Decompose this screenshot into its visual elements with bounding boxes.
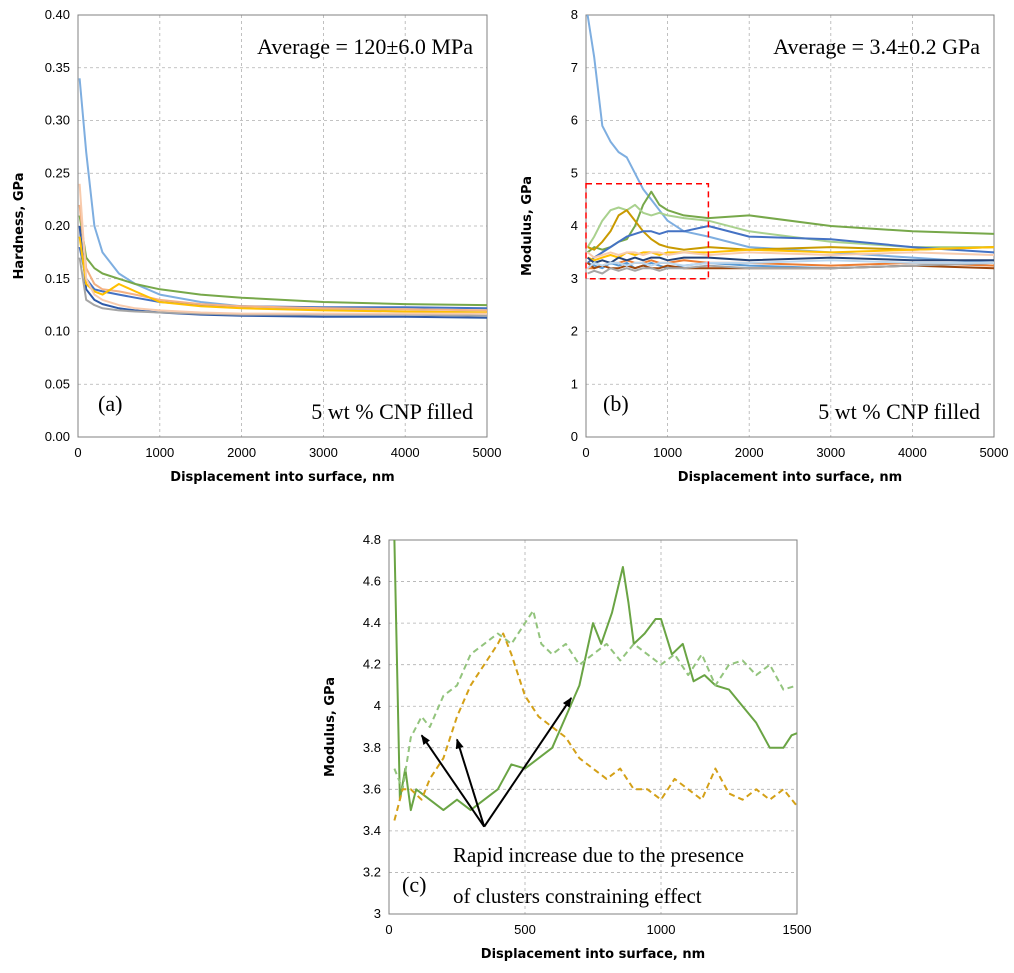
panel-label: (b) <box>603 391 629 416</box>
series-line <box>393 539 798 812</box>
x-tick-label: 0 <box>74 445 81 460</box>
x-tick-label: 2000 <box>227 445 256 460</box>
y-tick-label: 0.35 <box>45 60 70 75</box>
annotation-average: Average = 3.4±0.2 GPa <box>773 34 980 59</box>
annotation-arrow <box>483 697 573 828</box>
x-tick-label: 3000 <box>309 445 338 460</box>
y-tick-label: 0.10 <box>45 324 70 339</box>
y-tick-label: 3.6 <box>363 781 381 796</box>
annotation-arrow <box>420 734 486 828</box>
x-tick-label: 1500 <box>783 922 812 937</box>
y-tick-label: 3.4 <box>363 823 381 838</box>
annotation-arrow <box>455 738 486 828</box>
chart-c: 0 500 1000 1500 3 3.2 3.4 3.6 3.8 4 4.2 4.4 4.6 4.8 Di… <box>323 532 811 962</box>
y-tick-label: 0.15 <box>45 271 70 286</box>
x-tick-label: 0 <box>385 922 392 937</box>
y-tick-label: 6 <box>571 113 578 128</box>
y-tick-label: 1 <box>571 376 578 391</box>
series-line <box>393 632 798 821</box>
series-line <box>78 183 487 315</box>
series-line <box>587 261 995 275</box>
x-axis-label: Displacement into surface, nm <box>481 947 705 962</box>
y-tick-label: 3 <box>571 271 578 286</box>
y-tick-label: 8 <box>571 7 578 22</box>
x-tick-label: 500 <box>514 922 536 937</box>
y-axis-label: Hardness, GPa <box>12 172 27 279</box>
series-line <box>393 609 798 791</box>
x-tick-label: 2000 <box>735 445 764 460</box>
series-line <box>78 246 488 310</box>
x-tick-label: 0 <box>582 445 589 460</box>
panel-label: (c) <box>402 872 426 897</box>
series-line <box>586 251 995 259</box>
x-tick-label: 5000 <box>473 445 502 460</box>
series-line <box>586 256 994 264</box>
plot-frame <box>77 14 488 438</box>
annotation-line-1: Rapid increase due to the presence <box>453 843 744 867</box>
y-tick-label: 0.40 <box>45 7 70 22</box>
y-tick-label: 4 <box>571 218 578 233</box>
y-tick-label: 4.6 <box>363 574 381 589</box>
annotation-average: Average = 120±6.0 MPa <box>257 34 473 59</box>
y-tick-label: 0.25 <box>45 165 70 180</box>
x-axis-label: Displacement into surface, nm <box>170 470 394 485</box>
y-tick-label: 4.8 <box>363 532 381 547</box>
y-tick-label: 7 <box>571 60 578 75</box>
y-tick-label: 3.8 <box>363 740 381 755</box>
series-line <box>78 215 488 307</box>
y-tick-label: 4 <box>374 698 381 713</box>
y-axis-label: Modulus, GPa <box>323 677 338 777</box>
panel-label: (a) <box>98 391 122 416</box>
y-tick-label: 3.2 <box>363 864 381 879</box>
series-line <box>587 209 995 251</box>
y-tick-label: 4.4 <box>363 615 381 630</box>
highlight-box <box>585 183 710 280</box>
y-tick-label: 4.2 <box>363 657 381 672</box>
annotation-filled: 5 wt % CNP filled <box>311 399 473 424</box>
x-tick-label: 3000 <box>816 445 845 460</box>
series-line <box>78 236 488 314</box>
y-tick-label: 3 <box>374 906 381 921</box>
x-axis-label: Displacement into surface, nm <box>678 470 902 485</box>
annotation-filled: 5 wt % CNP filled <box>818 399 980 424</box>
series-line <box>586 225 995 264</box>
x-tick-label: 5000 <box>980 445 1009 460</box>
x-tick-label: 1000 <box>647 922 676 937</box>
x-tick-label: 4000 <box>898 445 927 460</box>
series-line <box>586 203 994 249</box>
chart-a: 0 1000 2000 3000 4000 5000 0.00 0.05 0.10 0.15 0.2… <box>12 7 501 485</box>
chart-b: 0 1000 2000 3000 4000 5000 0 1 2 3 4 5 6 7 8 Displaceme… <box>520 7 1008 485</box>
plot-frame <box>388 539 798 915</box>
series-line <box>586 190 995 254</box>
y-tick-label: 2 <box>571 324 578 339</box>
y-tick-label: 0 <box>571 429 578 444</box>
y-tick-label: 0.00 <box>45 429 70 444</box>
x-tick-label: 4000 <box>391 445 420 460</box>
annotation-line-2: of clusters constraining effect <box>453 884 702 908</box>
series-line <box>78 78 488 314</box>
y-tick-label: 5 <box>571 165 578 180</box>
y-tick-label: 0.30 <box>45 113 70 128</box>
y-tick-label: 0.20 <box>45 218 70 233</box>
y-axis-label: Modulus, GPa <box>520 176 535 276</box>
x-tick-label: 1000 <box>653 445 682 460</box>
series-line <box>586 259 994 269</box>
y-tick-label: 0.05 <box>45 376 70 391</box>
x-tick-label: 1000 <box>145 445 174 460</box>
